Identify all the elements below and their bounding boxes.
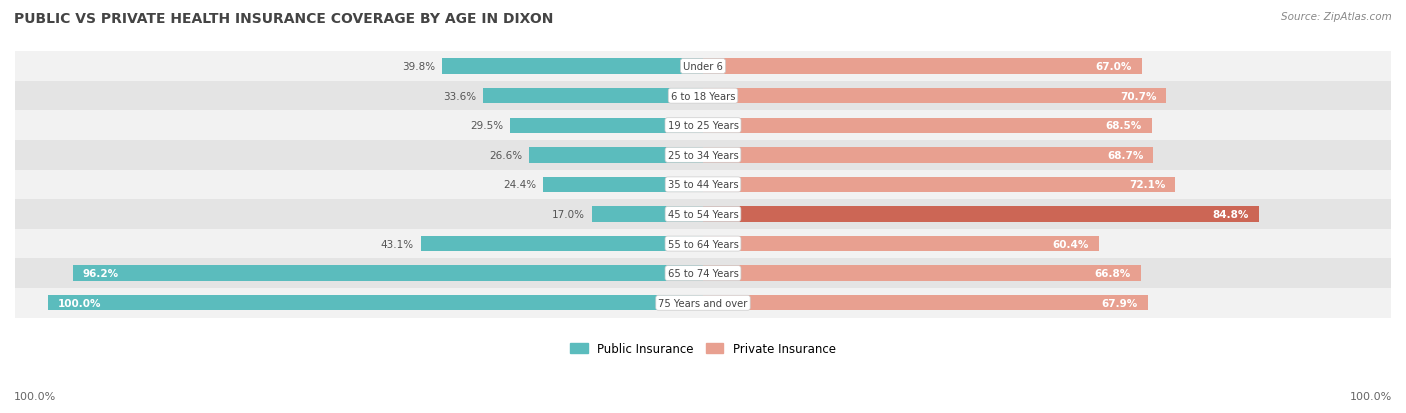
- Text: 66.8%: 66.8%: [1095, 268, 1130, 278]
- Text: Source: ZipAtlas.com: Source: ZipAtlas.com: [1281, 12, 1392, 22]
- Bar: [529, 148, 703, 163]
- Bar: [15, 288, 1391, 318]
- Text: 26.6%: 26.6%: [489, 150, 522, 160]
- Text: 29.5%: 29.5%: [470, 121, 503, 131]
- Bar: [703, 118, 1152, 133]
- Bar: [703, 236, 1098, 252]
- Bar: [420, 236, 703, 252]
- Text: 70.7%: 70.7%: [1121, 91, 1156, 102]
- Text: PUBLIC VS PRIVATE HEALTH INSURANCE COVERAGE BY AGE IN DIXON: PUBLIC VS PRIVATE HEALTH INSURANCE COVER…: [14, 12, 554, 26]
- Text: 68.5%: 68.5%: [1105, 121, 1142, 131]
- Text: 33.6%: 33.6%: [443, 91, 477, 102]
- Text: Under 6: Under 6: [683, 62, 723, 72]
- Text: 19 to 25 Years: 19 to 25 Years: [668, 121, 738, 131]
- Bar: [443, 59, 703, 75]
- Bar: [15, 170, 1391, 200]
- Bar: [15, 111, 1391, 141]
- Text: 25 to 34 Years: 25 to 34 Years: [668, 150, 738, 160]
- Text: 84.8%: 84.8%: [1212, 209, 1249, 219]
- Bar: [703, 207, 1258, 222]
- Text: 67.0%: 67.0%: [1095, 62, 1132, 72]
- Text: 39.8%: 39.8%: [402, 62, 436, 72]
- Bar: [482, 89, 703, 104]
- Text: 72.1%: 72.1%: [1129, 180, 1166, 190]
- Text: 75 Years and over: 75 Years and over: [658, 298, 748, 308]
- Bar: [15, 229, 1391, 259]
- Bar: [73, 266, 703, 281]
- Bar: [15, 200, 1391, 229]
- Bar: [703, 89, 1166, 104]
- Text: 100.0%: 100.0%: [14, 391, 56, 401]
- Text: 68.7%: 68.7%: [1107, 150, 1143, 160]
- Text: 43.1%: 43.1%: [381, 239, 413, 249]
- Text: 67.9%: 67.9%: [1102, 298, 1137, 308]
- Text: 60.4%: 60.4%: [1053, 239, 1088, 249]
- Bar: [48, 295, 703, 311]
- Text: 96.2%: 96.2%: [83, 268, 118, 278]
- Text: 55 to 64 Years: 55 to 64 Years: [668, 239, 738, 249]
- Bar: [703, 148, 1153, 163]
- Legend: Public Insurance, Private Insurance: Public Insurance, Private Insurance: [565, 337, 841, 360]
- Bar: [543, 177, 703, 192]
- Text: 17.0%: 17.0%: [553, 209, 585, 219]
- Bar: [15, 259, 1391, 288]
- Text: 35 to 44 Years: 35 to 44 Years: [668, 180, 738, 190]
- Bar: [510, 118, 703, 133]
- Text: 24.4%: 24.4%: [503, 180, 537, 190]
- Text: 45 to 54 Years: 45 to 54 Years: [668, 209, 738, 219]
- Bar: [703, 295, 1147, 311]
- Bar: [703, 266, 1140, 281]
- Bar: [15, 52, 1391, 82]
- Bar: [15, 141, 1391, 170]
- Text: 100.0%: 100.0%: [1350, 391, 1392, 401]
- Text: 100.0%: 100.0%: [58, 298, 101, 308]
- Bar: [15, 82, 1391, 111]
- Text: 6 to 18 Years: 6 to 18 Years: [671, 91, 735, 102]
- Bar: [703, 59, 1142, 75]
- Text: 65 to 74 Years: 65 to 74 Years: [668, 268, 738, 278]
- Bar: [592, 207, 703, 222]
- Bar: [703, 177, 1175, 192]
